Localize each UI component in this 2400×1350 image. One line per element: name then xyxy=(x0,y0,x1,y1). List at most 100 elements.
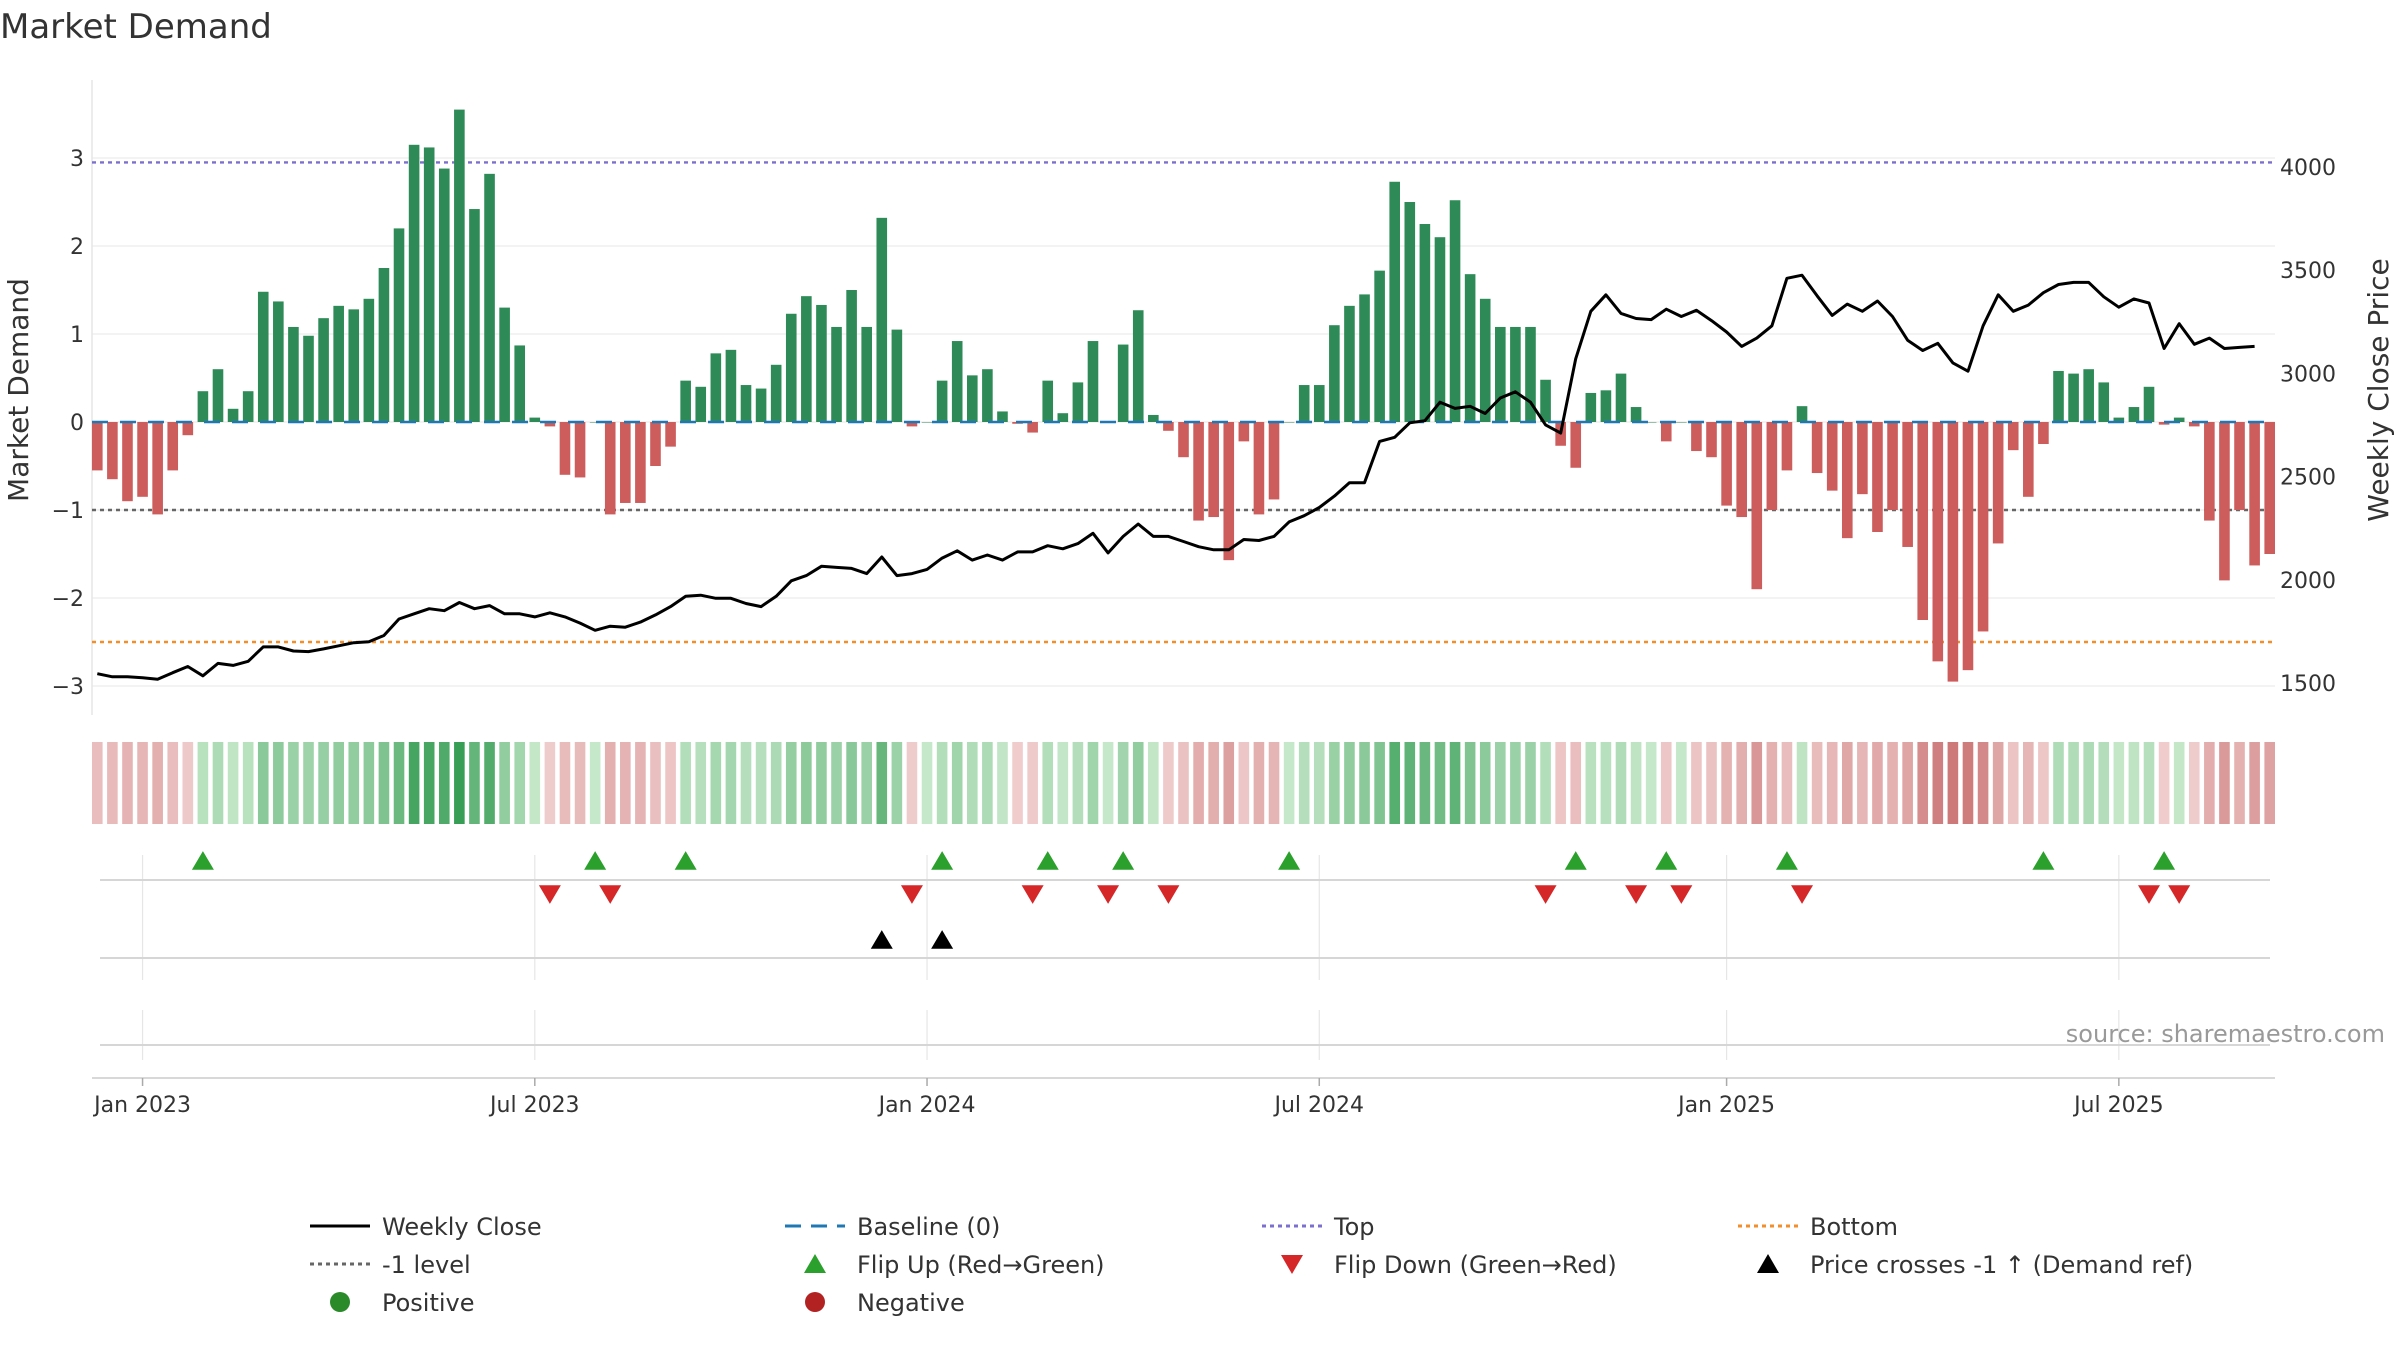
heat-cell xyxy=(921,742,933,824)
demand-bar xyxy=(650,422,661,466)
heat-cell xyxy=(1449,742,1461,824)
heat-cell xyxy=(469,742,480,824)
heat-cell xyxy=(1811,742,1823,824)
legend-label: Price crosses -1 ↑ (Demand ref) xyxy=(1810,1251,2193,1279)
heat-cell xyxy=(1057,742,1069,824)
demand-bar xyxy=(1419,224,1431,422)
heat-cell xyxy=(1540,742,1551,824)
heat-cell xyxy=(318,742,329,824)
heat-cell xyxy=(620,742,631,824)
demand-bar xyxy=(1057,413,1069,422)
chart-title: Market Demand xyxy=(0,7,272,47)
legend-item: Weekly Close xyxy=(310,1213,542,1241)
heat-cell xyxy=(1751,742,1763,824)
price-cross-marker xyxy=(870,930,893,949)
legend-label: Top xyxy=(1333,1213,1375,1241)
demand-bar xyxy=(936,380,948,422)
heat-cell xyxy=(1298,742,1310,824)
demand-bar xyxy=(2068,373,2079,422)
demand-bar xyxy=(2188,422,2200,427)
demand-bar xyxy=(499,307,510,422)
demand-bar xyxy=(1208,422,1219,518)
demand-bar xyxy=(318,318,329,422)
heat-cell xyxy=(107,742,118,824)
demand-bar xyxy=(469,209,480,422)
demand-bar xyxy=(680,380,691,422)
legend-label: Bottom xyxy=(1810,1213,1898,1241)
demand-bar xyxy=(182,422,194,436)
demand-bar xyxy=(2234,422,2245,510)
demand-bar xyxy=(393,228,405,422)
demand-bar xyxy=(861,326,872,422)
heat-cell xyxy=(831,742,842,824)
flip-up-marker xyxy=(931,851,954,870)
flip-up-marker xyxy=(2032,851,2055,870)
demand-bar xyxy=(1193,422,1204,521)
y-tick-label: 1 xyxy=(70,323,84,348)
legend-item: Negative xyxy=(805,1289,965,1317)
heat-cell xyxy=(725,742,737,824)
demand-bar xyxy=(891,329,903,422)
demand-bar xyxy=(1087,341,1099,422)
heat-cell xyxy=(2113,742,2125,824)
heat-cell xyxy=(1193,742,1204,824)
demand-bar xyxy=(604,422,616,515)
demand-bar xyxy=(1962,422,1974,671)
demand-bar xyxy=(2083,369,2094,422)
demand-bar xyxy=(438,168,450,422)
demand-bar xyxy=(423,147,435,422)
demand-bar xyxy=(1313,385,1325,422)
demand-bar xyxy=(2007,422,2019,451)
demand-bar xyxy=(1796,406,1808,422)
heat-cell xyxy=(906,742,918,824)
demand-bar xyxy=(816,304,827,422)
flip-down-marker xyxy=(1791,885,1814,904)
heat-cell xyxy=(363,742,375,824)
demand-bar xyxy=(1510,326,1521,422)
heat-cell xyxy=(1268,742,1280,824)
legend-item: Price crosses -1 ↑ (Demand ref) xyxy=(1757,1251,2193,1279)
heat-cell xyxy=(1479,742,1491,824)
demand-bar xyxy=(1766,422,1778,510)
demand-bar xyxy=(1630,407,1642,422)
heat-cell xyxy=(454,742,465,824)
heat-cell xyxy=(1585,742,1597,824)
heat-cell xyxy=(2038,742,2049,824)
heat-cell xyxy=(2173,742,2185,824)
legend: Weekly Close Baseline (0) Top Bottom -1 leve… xyxy=(310,1213,2193,1317)
heat-cell xyxy=(1887,742,1898,824)
heat-cell xyxy=(604,742,616,824)
demand-bar xyxy=(1887,422,1898,510)
heat-cell xyxy=(182,742,194,824)
demand-bar xyxy=(2249,422,2260,566)
heat-cell xyxy=(846,742,857,824)
y2-axis-label: Weekly Close Price xyxy=(2362,258,2395,521)
legend-swatch xyxy=(804,1254,826,1273)
demand-bar xyxy=(2098,382,2110,422)
demand-bar xyxy=(1917,422,1929,620)
heat-cell xyxy=(212,742,224,824)
demand-bar xyxy=(1148,414,1159,422)
demand-bar xyxy=(137,422,148,497)
legend-item: Top xyxy=(1262,1213,1375,1241)
demand-bar xyxy=(1570,422,1582,468)
heat-cell xyxy=(1223,742,1235,824)
flip-down-marker xyxy=(2138,885,2161,904)
legend-label: Baseline (0) xyxy=(857,1213,1000,1241)
flip-down-marker xyxy=(1534,885,1557,904)
heat-cell xyxy=(1917,742,1929,824)
demand-bar xyxy=(1585,392,1597,422)
demand-bar xyxy=(197,391,209,422)
heat-cell xyxy=(1841,742,1853,824)
demand-bar xyxy=(1736,422,1747,518)
heat-cell xyxy=(378,742,390,824)
heat-cell xyxy=(423,742,435,824)
demand-bar xyxy=(1042,380,1054,422)
heat-cell xyxy=(966,742,978,824)
heat-cell xyxy=(137,742,148,824)
heat-cell xyxy=(785,742,797,824)
heat-cell xyxy=(891,742,903,824)
legend-item: Baseline (0) xyxy=(785,1213,1000,1241)
heat-cell xyxy=(650,742,661,824)
demand-bar xyxy=(635,422,646,503)
